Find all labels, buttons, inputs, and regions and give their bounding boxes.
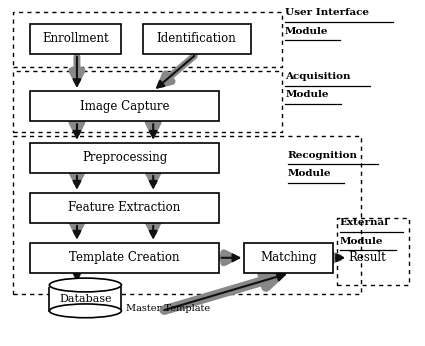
- Text: Acquisition: Acquisition: [285, 72, 351, 81]
- Bar: [337, 218, 409, 285]
- Text: Database: Database: [59, 294, 112, 304]
- Text: User Interface: User Interface: [284, 8, 368, 17]
- Bar: [14, 136, 361, 294]
- Text: Enrollment: Enrollment: [42, 33, 109, 45]
- Text: Image Capture: Image Capture: [80, 100, 169, 113]
- Text: Matching: Matching: [261, 251, 317, 264]
- Text: External: External: [340, 218, 388, 227]
- Bar: [49, 285, 122, 311]
- Bar: [30, 91, 219, 121]
- Text: Module: Module: [340, 237, 383, 246]
- Text: Result: Result: [348, 251, 386, 264]
- Bar: [30, 243, 219, 273]
- Ellipse shape: [49, 304, 122, 318]
- Bar: [30, 193, 219, 223]
- Ellipse shape: [49, 278, 122, 292]
- Text: Module: Module: [285, 90, 329, 99]
- Bar: [244, 243, 333, 273]
- Text: Module: Module: [288, 169, 332, 178]
- Text: Recognition: Recognition: [288, 151, 358, 160]
- Bar: [30, 143, 219, 173]
- Bar: [30, 24, 122, 54]
- Bar: [14, 12, 282, 67]
- Text: Preprocessing: Preprocessing: [82, 151, 167, 164]
- Text: Template Creation: Template Creation: [69, 251, 180, 264]
- Bar: [14, 71, 282, 132]
- Text: Module: Module: [284, 27, 328, 36]
- Text: Feature Extraction: Feature Extraction: [68, 201, 181, 214]
- Text: Identification: Identification: [157, 33, 236, 45]
- Text: Master Template: Master Template: [126, 303, 210, 312]
- Bar: [143, 24, 251, 54]
